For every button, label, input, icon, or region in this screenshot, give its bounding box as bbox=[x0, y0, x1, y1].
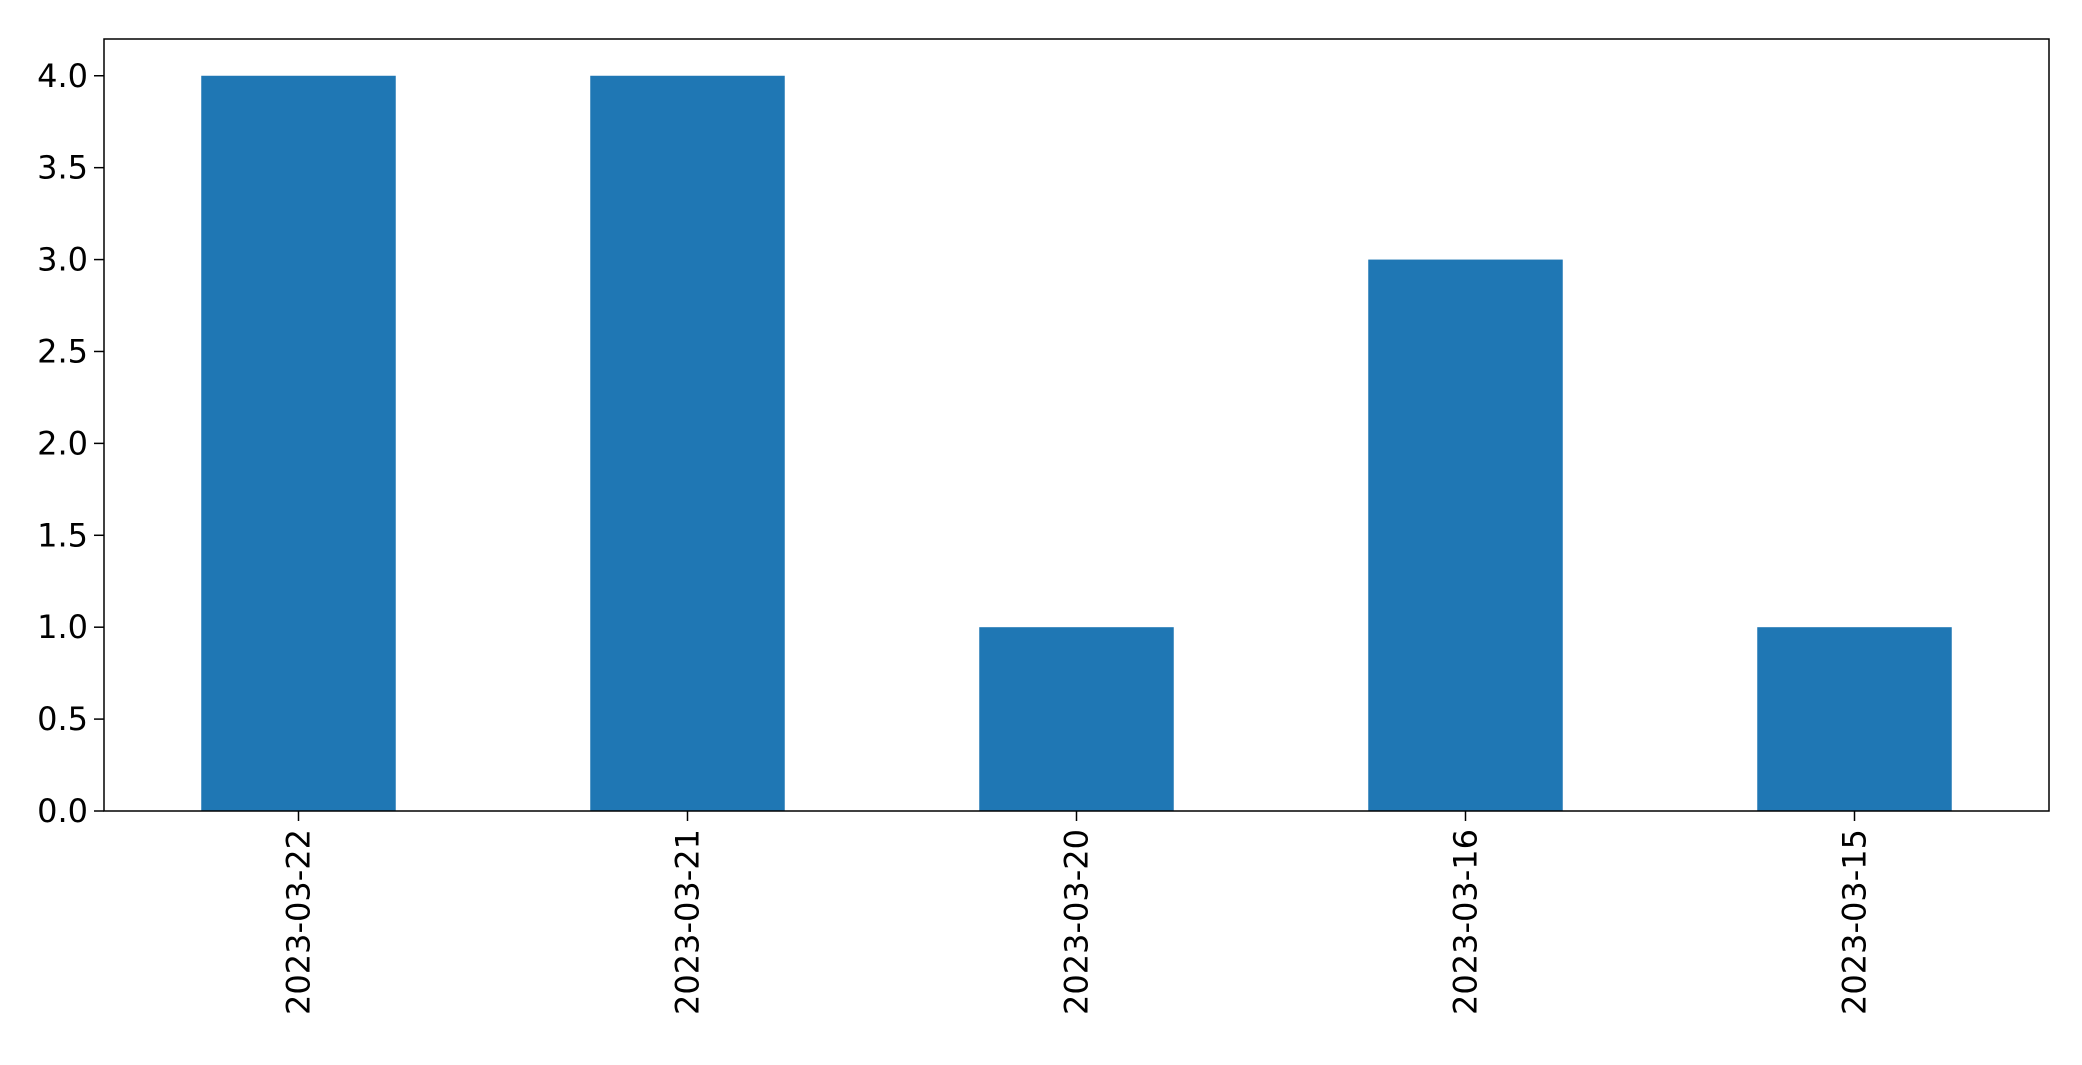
bar-2023-03-15 bbox=[1757, 627, 1952, 811]
bar-2023-03-20 bbox=[979, 627, 1174, 811]
y-tick-label: 0.5 bbox=[37, 700, 88, 738]
x-axis: 2023-03-22 2023-03-21 2023-03-20 2023-03-16… bbox=[280, 811, 1874, 1015]
y-axis: 0.0 0.5 1.0 1.5 2.0 2.5 3.0 3.5 4.0 bbox=[37, 57, 104, 830]
y-tick-label: 3.0 bbox=[37, 241, 88, 279]
y-tick-label: 1.5 bbox=[37, 516, 88, 554]
y-tick-label: 1.0 bbox=[37, 608, 88, 646]
y-tick-label: 3.5 bbox=[37, 149, 88, 187]
y-tick-label: 2.5 bbox=[37, 332, 88, 370]
x-tick-label: 2023-03-22 bbox=[280, 829, 318, 1015]
bar-2023-03-22 bbox=[201, 75, 396, 811]
x-tick-label: 2023-03-21 bbox=[669, 829, 707, 1015]
bar-2023-03-21 bbox=[590, 75, 785, 811]
bar-2023-03-16 bbox=[1368, 259, 1563, 812]
x-tick-label: 2023-03-20 bbox=[1058, 829, 1096, 1015]
x-tick-label: 2023-03-15 bbox=[1836, 829, 1874, 1015]
y-tick-label: 0.0 bbox=[37, 792, 88, 830]
y-tick-label: 4.0 bbox=[37, 57, 88, 95]
x-tick-label: 2023-03-16 bbox=[1447, 829, 1485, 1015]
y-tick-label: 2.0 bbox=[37, 424, 88, 462]
bars-layer bbox=[201, 75, 1952, 812]
